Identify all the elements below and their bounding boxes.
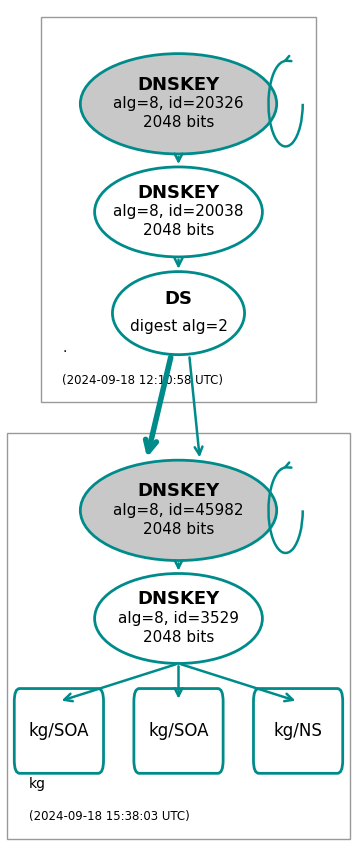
Text: DNSKEY: DNSKEY	[137, 184, 220, 202]
Ellipse shape	[112, 272, 245, 355]
Ellipse shape	[80, 460, 277, 561]
Text: DNSKEY: DNSKEY	[137, 483, 220, 500]
Text: alg=8, id=45982: alg=8, id=45982	[113, 503, 244, 518]
Ellipse shape	[95, 167, 262, 257]
Ellipse shape	[80, 54, 277, 154]
Text: DNSKEY: DNSKEY	[137, 591, 220, 608]
Text: alg=8, id=20326: alg=8, id=20326	[113, 96, 244, 112]
FancyBboxPatch shape	[253, 689, 343, 773]
Text: kg/SOA: kg/SOA	[148, 722, 209, 740]
Text: 2048 bits: 2048 bits	[143, 522, 214, 537]
Text: alg=8, id=20038: alg=8, id=20038	[113, 204, 244, 220]
FancyBboxPatch shape	[14, 689, 104, 773]
Text: kg/NS: kg/NS	[274, 722, 322, 740]
FancyBboxPatch shape	[41, 17, 316, 402]
Text: kg: kg	[29, 778, 46, 791]
Ellipse shape	[95, 573, 262, 663]
Text: kg/SOA: kg/SOA	[29, 722, 89, 740]
FancyBboxPatch shape	[7, 432, 350, 839]
Text: digest alg=2: digest alg=2	[130, 319, 227, 335]
Text: (2024-09-18 15:38:03 UTC): (2024-09-18 15:38:03 UTC)	[29, 811, 189, 823]
Text: 2048 bits: 2048 bits	[143, 223, 214, 239]
Text: 2048 bits: 2048 bits	[143, 115, 214, 131]
Text: .: .	[62, 341, 67, 355]
Text: (2024-09-18 12:10:58 UTC): (2024-09-18 12:10:58 UTC)	[62, 374, 223, 387]
Text: DS: DS	[165, 291, 192, 308]
Text: 2048 bits: 2048 bits	[143, 630, 214, 645]
Text: DNSKEY: DNSKEY	[137, 76, 220, 93]
FancyBboxPatch shape	[134, 689, 223, 773]
Text: alg=8, id=3529: alg=8, id=3529	[118, 611, 239, 626]
